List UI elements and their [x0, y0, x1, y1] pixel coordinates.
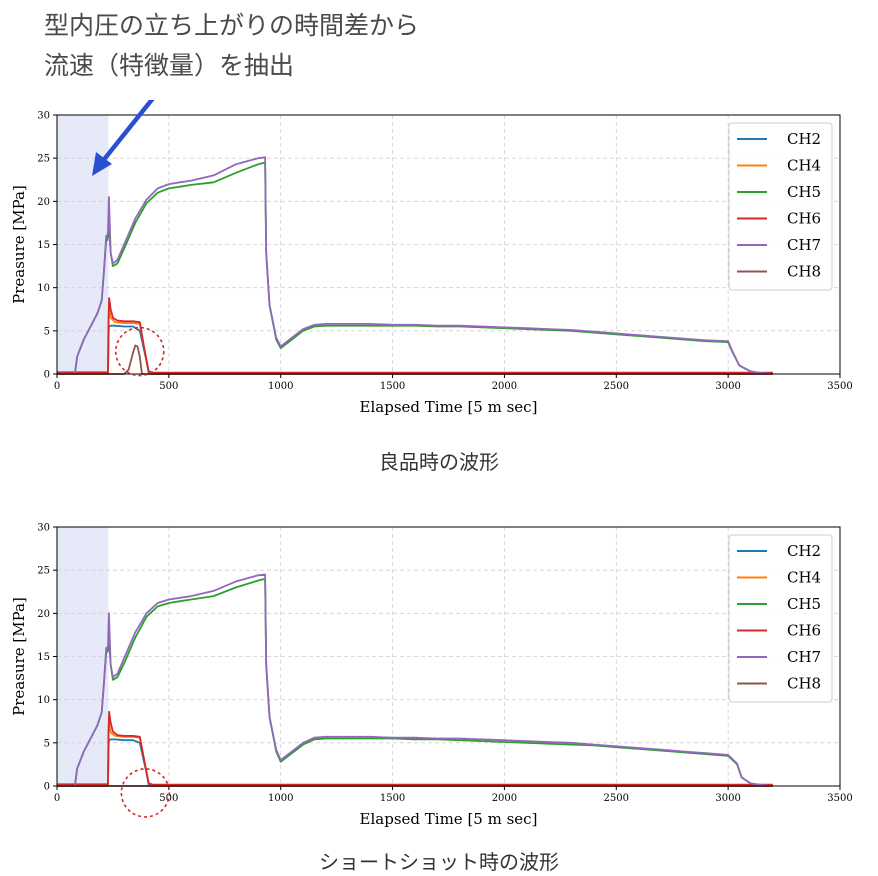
legend-label-ch7: CH7 — [787, 648, 821, 666]
x-tick-label: 1000 — [268, 793, 293, 804]
chart-good: 0 500 1000 1500 2000 2500 3000 3500 0 5 10 15 20 25 30… — [10, 100, 853, 416]
y-tick-label: 15 — [37, 652, 50, 663]
legend-label-ch8: CH8 — [787, 675, 821, 693]
header-line-1: 型内圧の立ち上がりの時間差から — [44, 11, 420, 40]
y-tick-label: 0 — [44, 782, 50, 793]
series-line-ch6 — [57, 297, 773, 374]
caption-short-shot: ショートショット時の波形 — [319, 850, 559, 874]
x-tick-label: 1000 — [268, 381, 293, 392]
legend-label-ch5: CH5 — [787, 595, 821, 613]
x-tick-label: 2500 — [604, 793, 629, 804]
y-tick-label: 10 — [37, 283, 50, 294]
y-axis-label: Preasure [MPa] — [10, 597, 28, 716]
x-tick-label: 500 — [159, 793, 178, 804]
y-tick-label: 20 — [37, 609, 50, 620]
legend-label-ch8: CH8 — [787, 263, 821, 281]
y-tick-label: 20 — [37, 197, 50, 208]
arrow-head — [92, 152, 112, 176]
x-tick-label: 1500 — [380, 381, 405, 392]
series-line-ch7 — [57, 156, 773, 375]
legend-label-ch2: CH2 — [787, 130, 821, 148]
arrow-shaft — [99, 100, 155, 165]
x-tick-label: 0 — [54, 381, 60, 392]
y-tick-label: 5 — [44, 738, 50, 749]
x-axis-label: Elapsed Time [5 m sec] — [360, 810, 538, 828]
series-line-ch4 — [57, 308, 773, 375]
x-tick-label: 1500 — [380, 793, 405, 804]
series-line-ch6 — [57, 710, 773, 786]
annotation-circle — [120, 768, 171, 818]
legend-label-ch5: CH5 — [787, 183, 821, 201]
y-tick-label: 30 — [37, 523, 50, 534]
chart-short-shot: 0 500 1000 1500 2000 2500 3000 3500 0 5 10 15 20 25 30… — [10, 523, 853, 829]
header: 型内圧の立ち上がりの時間差から 流速（特徴量）を抽出 — [44, 6, 419, 86]
legend: CH2 CH4 CH5 CH6 CH7 CH8 — [728, 122, 833, 291]
series-line-ch4 — [57, 722, 773, 787]
y-tick-label: 5 — [44, 326, 50, 337]
y-tick-label: 0 — [44, 370, 50, 381]
legend-label-ch6: CH6 — [787, 210, 821, 228]
series-line-ch2 — [57, 324, 773, 375]
header-line-2: 流速（特徴量）を抽出 — [44, 51, 295, 80]
x-tick-label: 2000 — [492, 381, 517, 392]
x-tick-label: 3000 — [715, 793, 740, 804]
legend-label-ch4: CH4 — [787, 569, 821, 587]
y-tick-label: 15 — [37, 240, 50, 251]
series-line-ch8 — [57, 344, 773, 375]
legend-label-ch7: CH7 — [787, 236, 821, 254]
series-line-ch5 — [57, 577, 773, 787]
y-tick-label: 10 — [37, 695, 50, 706]
y-axis-label: Preasure [MPa] — [10, 185, 28, 304]
legend: CH2 CH4 CH5 CH6 CH7 CH8 — [728, 534, 833, 703]
x-tick-label: 3000 — [715, 381, 740, 392]
series-line-ch7 — [57, 573, 773, 787]
legend-label-ch2: CH2 — [787, 542, 821, 560]
x-tick-label: 2500 — [604, 381, 629, 392]
x-axis-label: Elapsed Time [5 m sec] — [360, 398, 538, 416]
y-tick-label: 25 — [37, 566, 50, 577]
y-tick-label: 30 — [37, 111, 50, 122]
x-tick-label: 500 — [159, 381, 178, 392]
legend-label-ch4: CH4 — [787, 157, 821, 175]
y-tick-label: 25 — [37, 154, 50, 165]
series-line-ch5 — [57, 161, 773, 375]
x-tick-label: 3500 — [827, 381, 852, 392]
legend-label-ch6: CH6 — [787, 622, 821, 640]
annotation-circle — [114, 326, 165, 377]
x-tick-label: 0 — [54, 793, 60, 804]
caption-good: 良品時の波形 — [379, 450, 499, 474]
x-tick-label: 3500 — [827, 793, 852, 804]
x-tick-label: 2000 — [492, 793, 517, 804]
arrow-annotation — [92, 100, 155, 176]
